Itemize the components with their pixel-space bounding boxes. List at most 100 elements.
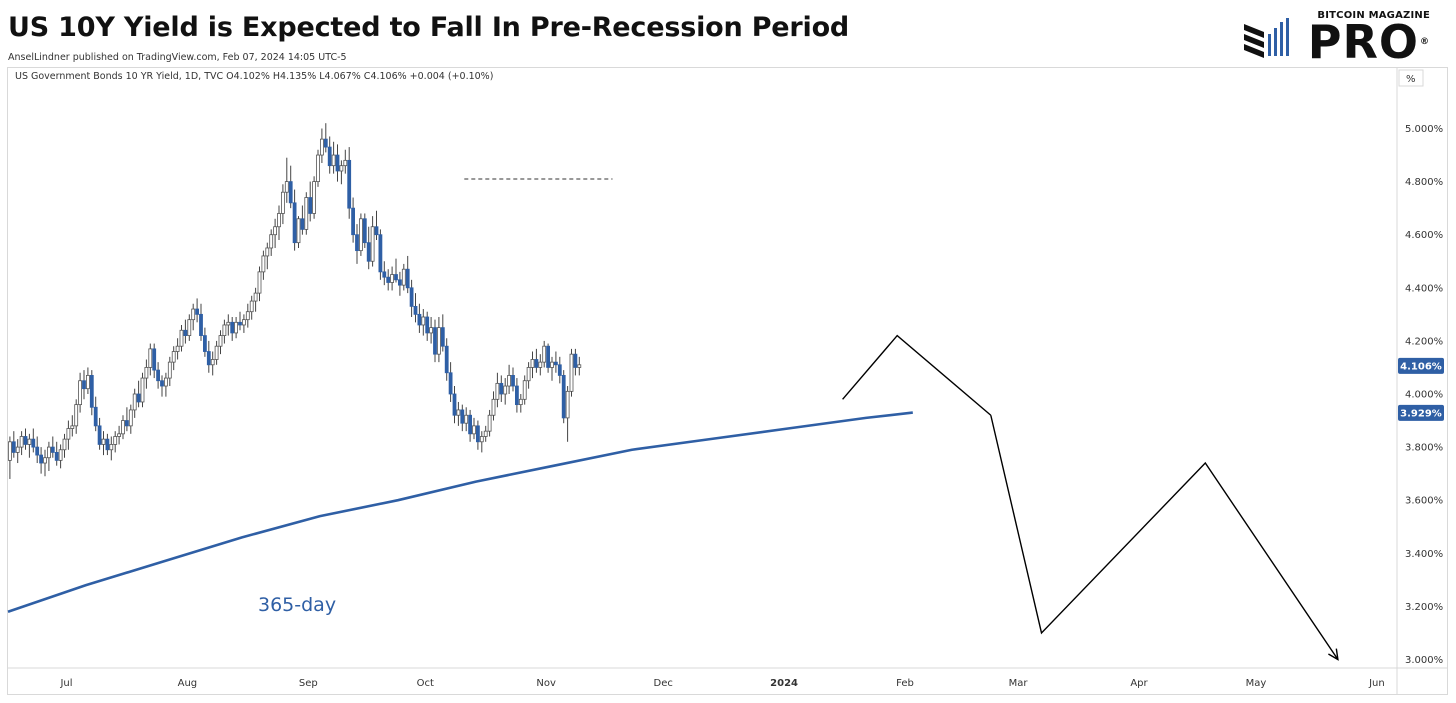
candle: [121, 415, 125, 440]
y-tick-label: 4.200%: [1405, 336, 1443, 347]
candle-body: [31, 438, 36, 448]
last-price-badge-text: 4.106%: [1400, 361, 1442, 372]
candle-body: [542, 345, 547, 363]
candle-body: [339, 165, 344, 172]
candle: [413, 293, 418, 323]
brand-main-text: PRO®: [1308, 18, 1430, 66]
y-tick-label: 4.600%: [1405, 230, 1443, 241]
candle: [101, 431, 106, 456]
candle-body: [355, 234, 359, 252]
candle: [265, 242, 270, 270]
brand-registered-mark: ®: [1420, 37, 1430, 47]
candle-body: [487, 414, 492, 432]
candle-body: [343, 159, 348, 167]
candle: [156, 362, 161, 389]
candle-body: [577, 364, 582, 368]
x-tick-label: Jul: [59, 678, 72, 689]
candle: [538, 354, 543, 376]
candle: [125, 407, 129, 432]
candle-body: [58, 449, 63, 461]
candle: [277, 205, 281, 241]
candle: [206, 340, 211, 373]
candle-body: [483, 430, 488, 437]
chart-frame: [7, 67, 1448, 695]
candle: [183, 319, 188, 344]
candle-body: [105, 438, 110, 451]
candle-body: [456, 409, 461, 416]
candle: [386, 269, 391, 291]
candle: [542, 340, 547, 368]
candle-body: [257, 271, 262, 294]
candle: [179, 324, 184, 352]
x-tick-label: Apr: [1130, 678, 1148, 689]
candle: [109, 436, 114, 461]
candle-body: [249, 300, 254, 313]
candle-body: [273, 226, 278, 236]
candle-body: [78, 380, 82, 406]
candle-body: [125, 420, 129, 427]
candle-body: [50, 446, 55, 453]
candle: [241, 314, 246, 333]
candle-body: [132, 393, 137, 411]
candle-body: [569, 353, 574, 392]
candle-body: [160, 380, 164, 387]
brand-mark-icon: [1244, 18, 1289, 58]
candle-body: [89, 375, 94, 408]
candle-body: [440, 327, 445, 347]
candle: [355, 224, 359, 264]
candle-body: [210, 359, 215, 366]
candle: [86, 367, 90, 394]
candle-body: [475, 425, 480, 443]
candle-body: [15, 446, 20, 453]
brand-pro-word: PRO: [1307, 15, 1419, 69]
candle: [27, 433, 32, 458]
candle: [331, 141, 336, 174]
candle-body: [238, 321, 242, 326]
candle-body: [335, 154, 340, 172]
candle-body: [288, 181, 293, 204]
candle: [148, 343, 153, 376]
candle-body: [148, 348, 153, 368]
candle: [561, 370, 566, 424]
candle-body: [82, 380, 86, 390]
candle: [397, 271, 402, 296]
candle: [292, 189, 297, 251]
candle-body: [491, 398, 496, 416]
candle: [312, 176, 317, 219]
candle-body: [413, 305, 418, 315]
candle: [245, 303, 250, 328]
moving-average-badge: 3.929%: [1398, 404, 1444, 421]
candle: [370, 216, 375, 267]
x-tick-label: 2024: [770, 678, 798, 689]
candle-body: [319, 138, 324, 156]
candle: [234, 317, 239, 339]
candle: [210, 351, 215, 376]
candle-body: [351, 207, 356, 236]
candle-body: [280, 191, 285, 214]
candle-body: [175, 345, 180, 352]
candle: [444, 338, 449, 381]
candle-body: [113, 436, 118, 445]
candle-body: [534, 359, 539, 368]
candle: [249, 295, 254, 320]
candle-body: [526, 367, 531, 382]
candle-body: [261, 255, 266, 273]
candle: [54, 441, 59, 466]
candle: [468, 409, 473, 442]
candle-body: [417, 313, 422, 326]
candle-body: [557, 364, 562, 376]
candle-body: [460, 409, 465, 424]
candle: [300, 205, 305, 235]
candle-body: [436, 327, 441, 355]
y-tick-label: 4.400%: [1405, 283, 1443, 294]
candle-body: [429, 327, 434, 334]
candle: [70, 415, 75, 437]
candle: [421, 309, 426, 336]
candle-body: [218, 335, 223, 347]
candle: [113, 431, 118, 453]
candle-body: [370, 226, 375, 262]
candle: [74, 399, 79, 434]
moving-average-line: [7, 411, 913, 613]
candle-body: [448, 372, 453, 395]
